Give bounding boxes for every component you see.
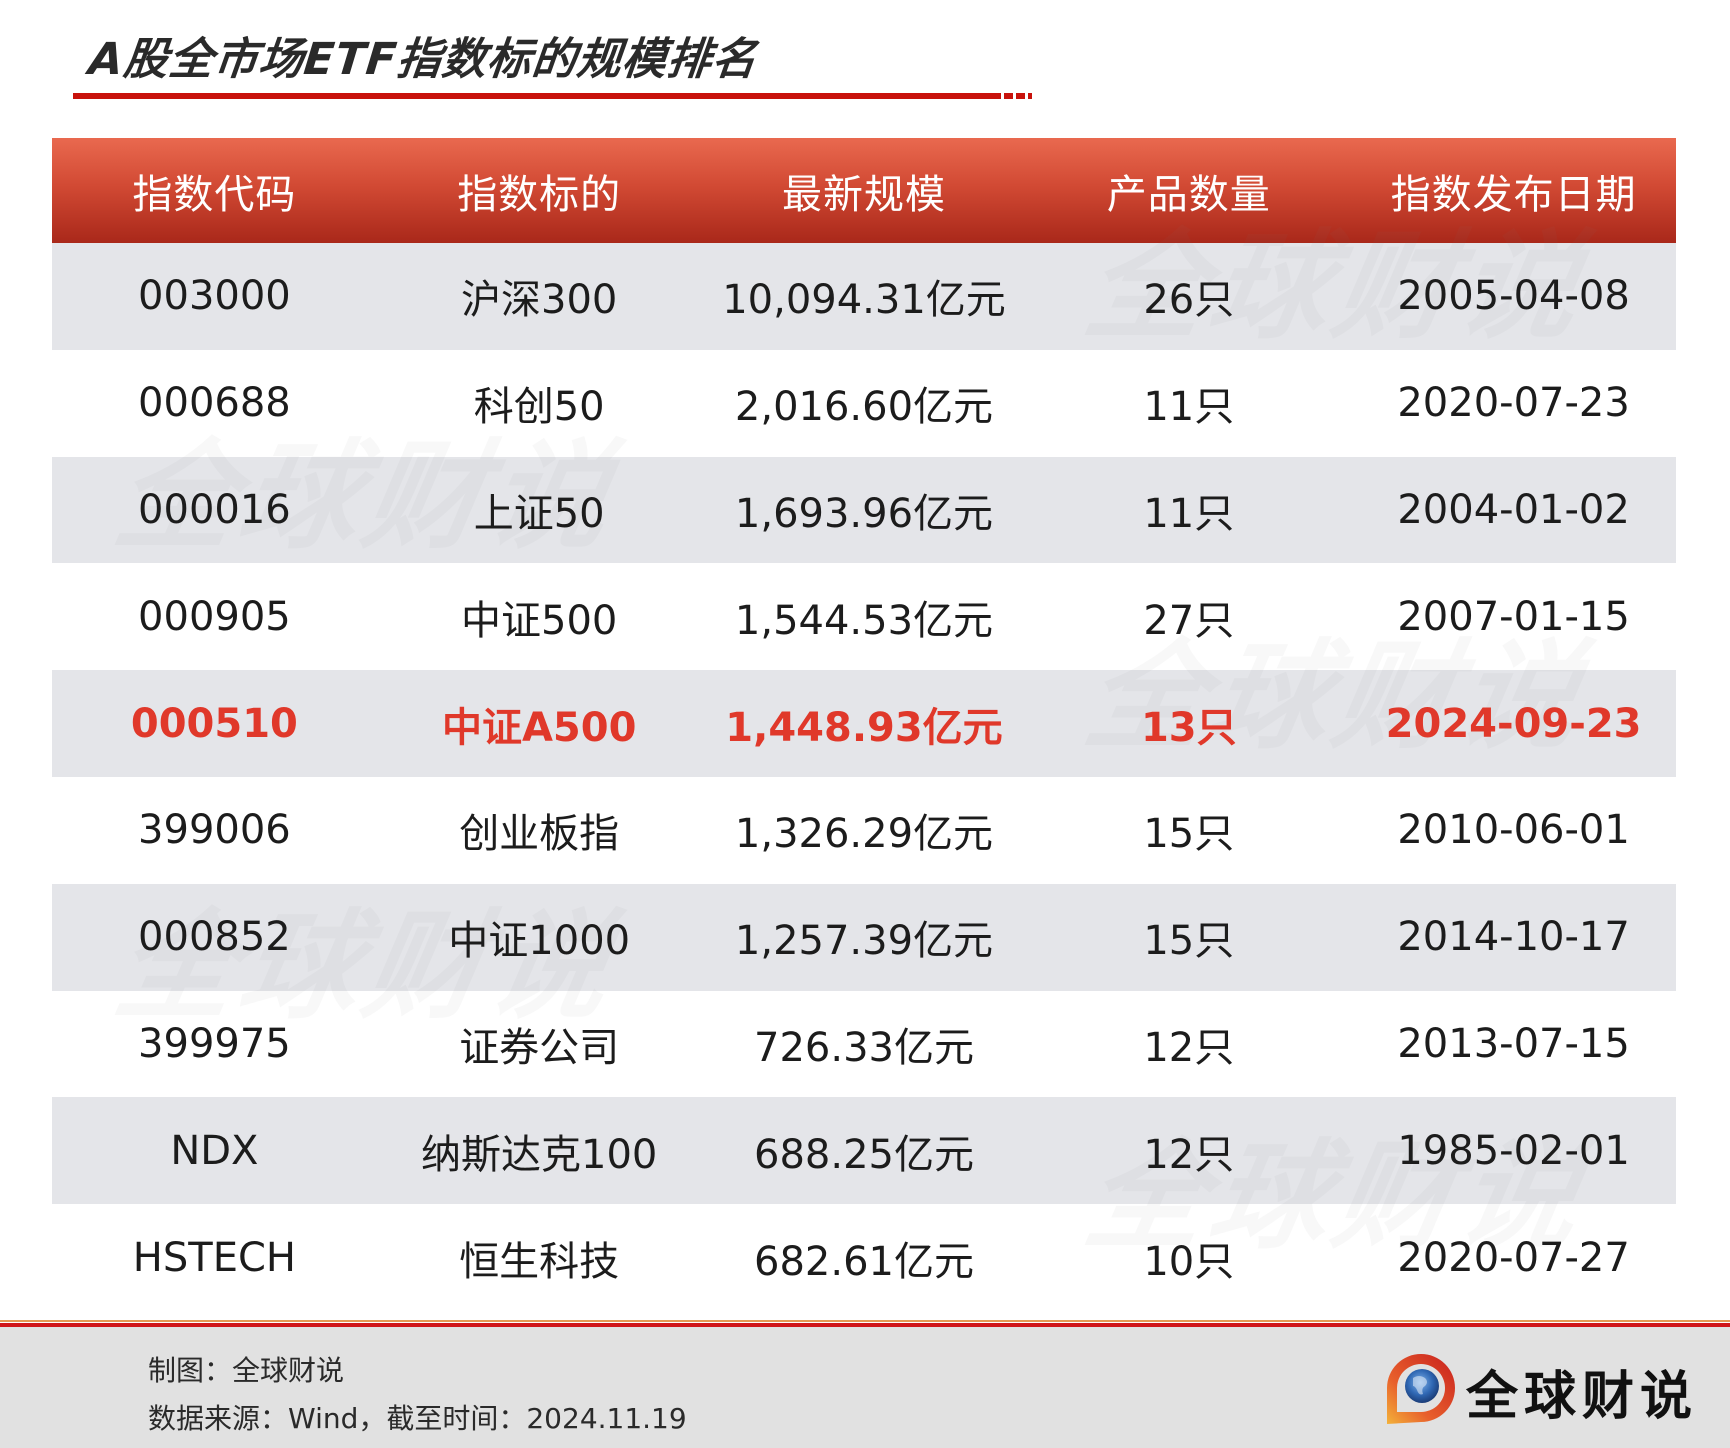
title-underline-dash	[1028, 93, 1032, 99]
cell-date: 2014-10-17	[1397, 914, 1630, 961]
cell-count: 12只	[1143, 1024, 1235, 1071]
cell-code: NDX	[170, 1127, 259, 1174]
cell-date: 2020-07-27	[1397, 1234, 1630, 1281]
cell-code: 000688	[138, 380, 291, 427]
cell-date: 2024-09-23	[1385, 700, 1642, 747]
cell-count: 26只	[1143, 277, 1235, 324]
title-underline	[73, 93, 1001, 99]
cell-name: 纳斯达克100	[421, 1131, 658, 1178]
header-latest-scale: 最新规模	[781, 171, 946, 218]
cell-scale: 1,257.39亿元	[734, 918, 994, 965]
table-row: NDX 纳斯达克100 688.25亿元 12只 1985-02-01	[52, 1097, 1676, 1205]
cell-code: 399006	[138, 807, 291, 854]
cell-date: 2020-07-23	[1397, 380, 1630, 427]
cell-date: 2007-01-15	[1397, 593, 1630, 640]
cell-name: 科创50	[473, 384, 605, 431]
cell-code: HSTECH	[132, 1234, 296, 1281]
globe-speech-bubble-logo-icon	[1383, 1350, 1459, 1426]
table-row: 003000 沪深300 10,094.31亿元 26只 2005-04-08	[52, 243, 1676, 350]
cell-count: 13只	[1140, 704, 1237, 751]
cell-scale: 1,326.29亿元	[734, 811, 994, 858]
cell-count: 11只	[1143, 384, 1235, 431]
footer-divider	[0, 1320, 1730, 1322]
cell-count: 15只	[1143, 811, 1235, 858]
title-underline-dash	[1004, 93, 1013, 99]
cell-name: 上证50	[473, 490, 605, 537]
cell-code: 000510	[130, 700, 298, 747]
cell-name: 中证1000	[448, 918, 631, 965]
cell-scale: 2,016.60亿元	[734, 384, 994, 431]
header-index-code: 指数代码	[132, 171, 297, 218]
table-row: 000852 中证1000 1,257.39亿元 15只 2014-10-17	[52, 883, 1676, 991]
cell-scale: 726.33亿元	[754, 1024, 974, 1071]
etf-ranking-table: 指数代码 指数标的 最新规模 产品数量 指数发布日期 003000 沪深300 …	[52, 138, 1676, 1311]
cell-name: 沪深300	[461, 277, 618, 324]
data-source: 数据来源：Wind，截至时间：2024.11.19	[148, 1402, 687, 1435]
table-row: 000905 中证500 1,544.53亿元 27只 2007-01-15	[52, 563, 1676, 671]
cell-code: 003000	[138, 273, 291, 320]
table-row: 000688 科创50 2,016.60亿元 11只 2020-07-23	[52, 349, 1676, 457]
cell-scale: 688.25亿元	[754, 1131, 974, 1178]
cell-name: 创业板指	[459, 811, 620, 858]
cell-code: 399975	[138, 1020, 291, 1067]
cell-code: 000905	[138, 593, 291, 640]
cell-count: 27只	[1143, 597, 1235, 644]
cell-code: 000016	[138, 486, 291, 533]
cell-scale: 682.61亿元	[754, 1238, 974, 1285]
table-row: 399975 证券公司 726.33亿元 12只 2013-07-15	[52, 990, 1676, 1098]
page-title: A股全市场ETF指数标的规模排名	[86, 34, 760, 85]
table-row-highlighted: 000510 中证A500 1,448.93亿元 13只 2024-09-23	[52, 670, 1676, 777]
cell-date: 2010-06-01	[1397, 807, 1630, 854]
table-row: 000016 上证50 1,693.96亿元 11只 2004-01-02	[52, 456, 1676, 564]
cell-scale: 1,448.93亿元	[725, 704, 1003, 751]
header-index-name: 指数标的	[457, 171, 622, 218]
chart-credit: 制图：全球财说	[148, 1354, 345, 1387]
brand-name: 全球财说	[1466, 1367, 1699, 1427]
cell-count: 11只	[1143, 490, 1235, 537]
cell-name: 中证A500	[441, 704, 637, 751]
cell-scale: 1,544.53亿元	[734, 597, 994, 644]
cell-count: 10只	[1143, 1238, 1235, 1285]
cell-scale: 10,094.31亿元	[722, 277, 1006, 324]
cell-date: 1985-02-01	[1397, 1127, 1630, 1174]
footer-divider	[0, 1323, 1730, 1327]
title-underline-dash	[1016, 93, 1025, 99]
cell-scale: 1,693.96亿元	[734, 490, 994, 537]
header-release-date: 指数发布日期	[1390, 171, 1637, 218]
cell-code: 000852	[138, 914, 291, 961]
cell-name: 证券公司	[459, 1024, 620, 1071]
table-header: 指数代码 指数标的 最新规模 产品数量 指数发布日期	[52, 138, 1676, 243]
table-row: 399006 创业板指 1,326.29亿元 15只 2010-06-01	[52, 776, 1676, 884]
table-row: HSTECH 恒生科技 682.61亿元 10只 2020-07-27	[52, 1204, 1676, 1311]
cell-name: 恒生科技	[459, 1238, 620, 1285]
cell-date: 2013-07-15	[1397, 1020, 1630, 1067]
cell-name: 中证500	[461, 597, 618, 644]
cell-count: 15只	[1143, 918, 1235, 965]
footer: 制图：全球财说 数据来源：Wind，截至时间：2024.11.19	[0, 1327, 1730, 1448]
cell-date: 2005-04-08	[1397, 273, 1630, 320]
cell-date: 2004-01-02	[1397, 486, 1630, 533]
cell-count: 12只	[1143, 1131, 1235, 1178]
header-product-count: 产品数量	[1106, 171, 1271, 218]
